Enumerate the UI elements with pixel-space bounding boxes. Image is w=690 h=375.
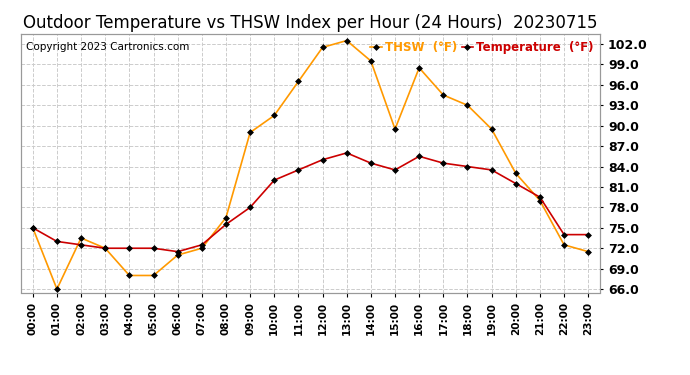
THSW  (°F) — [149, 273, 157, 278]
Temperature  (°F) — [149, 246, 157, 250]
THSW  (°F) — [342, 38, 351, 43]
THSW  (°F) — [221, 215, 230, 220]
THSW  (°F) — [125, 273, 133, 278]
THSW  (°F) — [173, 253, 181, 257]
Title: Outdoor Temperature vs THSW Index per Hour (24 Hours)  20230715: Outdoor Temperature vs THSW Index per Ho… — [23, 14, 598, 32]
THSW  (°F) — [584, 249, 592, 254]
Temperature  (°F) — [511, 181, 520, 186]
THSW  (°F) — [294, 79, 302, 84]
THSW  (°F) — [463, 103, 471, 108]
Text: Copyright 2023 Cartronics.com: Copyright 2023 Cartronics.com — [26, 42, 190, 51]
THSW  (°F) — [560, 243, 568, 247]
Temperature  (°F) — [197, 243, 206, 247]
Legend: THSW  (°F), Temperature  (°F): THSW (°F), Temperature (°F) — [369, 40, 594, 55]
Temperature  (°F) — [487, 168, 495, 172]
THSW  (°F) — [318, 45, 326, 50]
Temperature  (°F) — [560, 232, 568, 237]
Temperature  (°F) — [342, 151, 351, 155]
Temperature  (°F) — [221, 222, 230, 226]
THSW  (°F) — [101, 246, 109, 250]
Temperature  (°F) — [270, 178, 278, 182]
Temperature  (°F) — [318, 158, 326, 162]
Temperature  (°F) — [246, 205, 254, 210]
THSW  (°F) — [270, 113, 278, 118]
THSW  (°F) — [366, 59, 375, 63]
THSW  (°F) — [197, 246, 206, 250]
Temperature  (°F) — [535, 195, 544, 200]
Temperature  (°F) — [366, 161, 375, 165]
Temperature  (°F) — [173, 249, 181, 254]
THSW  (°F) — [415, 66, 423, 70]
Temperature  (°F) — [584, 232, 592, 237]
Temperature  (°F) — [415, 154, 423, 159]
THSW  (°F) — [487, 127, 495, 131]
Temperature  (°F) — [125, 246, 133, 250]
Line: Temperature  (°F): Temperature (°F) — [30, 151, 591, 254]
Line: THSW  (°F): THSW (°F) — [30, 39, 591, 291]
Temperature  (°F) — [294, 168, 302, 172]
THSW  (°F) — [535, 198, 544, 203]
Temperature  (°F) — [29, 225, 37, 230]
THSW  (°F) — [439, 93, 447, 97]
THSW  (°F) — [29, 225, 37, 230]
Temperature  (°F) — [52, 239, 61, 244]
Temperature  (°F) — [439, 161, 447, 165]
THSW  (°F) — [77, 236, 85, 240]
Temperature  (°F) — [391, 168, 399, 172]
THSW  (°F) — [391, 127, 399, 131]
Temperature  (°F) — [101, 246, 109, 250]
THSW  (°F) — [52, 287, 61, 291]
THSW  (°F) — [246, 130, 254, 135]
THSW  (°F) — [511, 171, 520, 176]
Temperature  (°F) — [77, 243, 85, 247]
Temperature  (°F) — [463, 164, 471, 169]
